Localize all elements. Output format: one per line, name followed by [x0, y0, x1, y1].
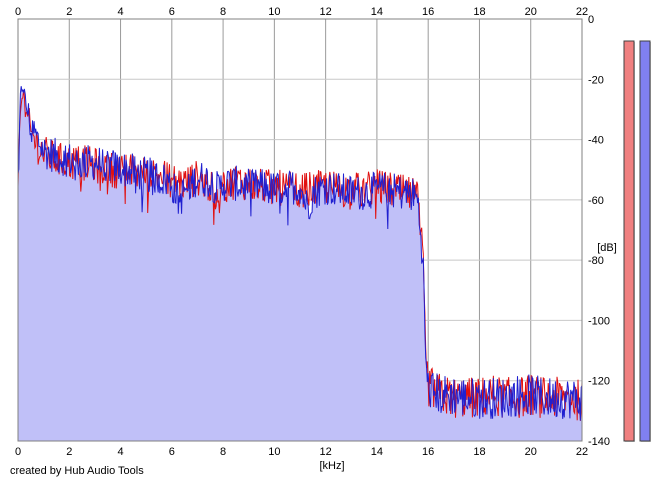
y-tick-label: -120 — [588, 376, 610, 388]
y-tick-label: -100 — [588, 315, 610, 327]
x-tick-label-bottom: 2 — [66, 446, 72, 458]
y-tick-label: 0 — [588, 14, 594, 26]
credit-text: created by Hub Audio Tools — [10, 465, 144, 477]
x-tick-label-bottom: 22 — [576, 446, 588, 458]
x-tick-label-bottom: 8 — [220, 446, 226, 458]
x-tick-label-top: 14 — [371, 6, 383, 18]
chart-axes: 002244668810101212141416161818202022220-… — [15, 6, 610, 458]
level-meters — [623, 40, 651, 442]
x-axis-label: [kHz] — [319, 460, 344, 472]
y-tick-label: -60 — [588, 195, 604, 207]
y-axis-label: [dB] — [597, 242, 617, 254]
y-tick-label: -40 — [588, 135, 604, 147]
x-tick-label-bottom: 14 — [371, 446, 383, 458]
x-tick-label-bottom: 10 — [268, 446, 280, 458]
x-tick-label-top: 16 — [422, 6, 434, 18]
x-tick-label-bottom: 0 — [15, 446, 21, 458]
x-tick-label-top: 10 — [268, 6, 280, 18]
plot-frame — [17, 18, 583, 442]
spectrum-area-fill — [18, 86, 582, 441]
x-tick-label-top: 0 — [15, 6, 21, 18]
y-tick-label: -20 — [588, 74, 604, 86]
x-tick-label-bottom: 12 — [320, 446, 332, 458]
x-tick-label-top: 12 — [320, 6, 332, 18]
x-tick-label-top: 18 — [473, 6, 485, 18]
blue-channel-line — [17, 86, 583, 421]
x-tick-label-top: 4 — [117, 6, 123, 18]
x-tick-label-bottom: 18 — [473, 446, 485, 458]
x-tick-label-top: 20 — [525, 6, 537, 18]
x-tick-label-top: 6 — [169, 6, 175, 18]
left-level-meter — [623, 40, 635, 442]
x-tick-label-bottom: 20 — [525, 446, 537, 458]
x-tick-label-top: 2 — [66, 6, 72, 18]
x-tick-label-top: 8 — [220, 6, 226, 18]
chart-series — [17, 86, 583, 441]
right-level-meter — [639, 40, 651, 442]
x-tick-label-bottom: 4 — [117, 446, 123, 458]
x-tick-label-bottom: 6 — [169, 446, 175, 458]
y-tick-label: -140 — [588, 436, 610, 448]
x-tick-label-bottom: 16 — [422, 446, 434, 458]
y-tick-label: -80 — [588, 255, 604, 267]
x-tick-label-top: 22 — [576, 6, 588, 18]
